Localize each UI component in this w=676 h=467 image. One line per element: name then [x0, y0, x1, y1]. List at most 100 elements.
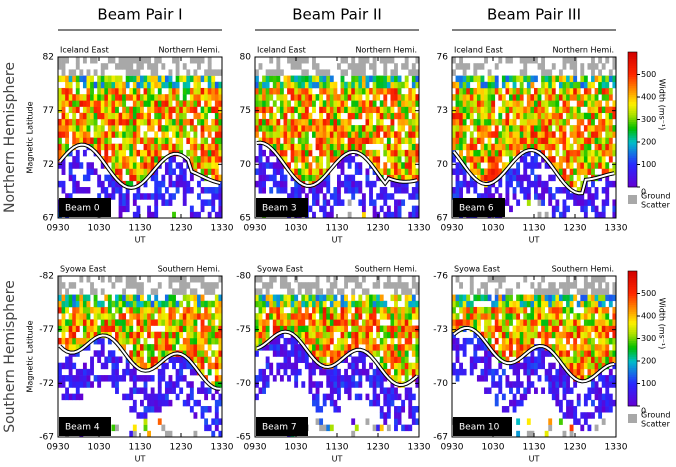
- echo-cell: [383, 57, 388, 64]
- echo-cell: [100, 362, 105, 370]
- echo-cell: [269, 87, 274, 95]
- echo-cell: [344, 174, 348, 182]
- echo-cell: [272, 294, 277, 302]
- echo-cell: [297, 368, 302, 376]
- echo-cell: [605, 288, 610, 295]
- echo-cell: [312, 118, 316, 126]
- echo-cell: [612, 100, 617, 107]
- echo-cell: [401, 344, 406, 351]
- echo-cell: [272, 325, 277, 333]
- echo-cell: [175, 94, 180, 101]
- echo-cell: [214, 106, 219, 114]
- echo-cell: [562, 325, 567, 333]
- echo-cell: [147, 162, 151, 169]
- echo-cell: [455, 112, 460, 120]
- echo-cell: [115, 331, 119, 339]
- echo-cell: [601, 187, 606, 194]
- echo-cell: [580, 193, 585, 200]
- echo-cell: [182, 356, 187, 363]
- echo-cell: [354, 168, 359, 175]
- echo-cell: [329, 143, 334, 151]
- echo-cell: [569, 412, 574, 419]
- echo-cell: [548, 69, 553, 76]
- echo-cell: [207, 300, 212, 308]
- echo-cell: [354, 187, 359, 194]
- echo-cell: [487, 131, 492, 138]
- echo-cell: [304, 282, 309, 289]
- echo-cell: [487, 306, 492, 314]
- echo-cell: [68, 106, 73, 114]
- echo-cell: [491, 193, 496, 200]
- echo-cell: [541, 112, 545, 120]
- colorbar-cell: [628, 340, 637, 344]
- echo-cell: [136, 350, 141, 357]
- echo-cell: [200, 156, 205, 163]
- echo-cell: [111, 193, 116, 200]
- echo-cell: [97, 143, 102, 151]
- echo-cell: [358, 131, 363, 138]
- echo-cell: [258, 143, 263, 151]
- echo-cell: [111, 100, 116, 107]
- echo-cell: [562, 143, 567, 151]
- echo-cell: [132, 100, 137, 107]
- echo-cell: [601, 325, 606, 333]
- echo-cell: [344, 331, 348, 339]
- echo-cell: [107, 118, 112, 126]
- echo-cell: [157, 143, 162, 151]
- echo-cell: [530, 381, 535, 388]
- x-tick-label: 1330: [408, 224, 431, 234]
- echo-cell: [605, 313, 610, 320]
- echo-cell: [573, 75, 578, 83]
- echo-cell: [494, 368, 499, 376]
- echo-cell: [161, 368, 166, 376]
- y-tick-label: -70: [433, 379, 448, 389]
- echo-cell: [200, 75, 205, 83]
- echo-cell: [361, 193, 366, 200]
- echo-cell: [537, 131, 542, 138]
- echo-cell: [537, 300, 542, 308]
- echo-cell: [452, 112, 456, 120]
- y-tick-label: -65: [236, 433, 251, 443]
- echo-cell: [501, 306, 506, 314]
- echo-cell: [125, 331, 130, 339]
- echo-cell: [290, 125, 295, 132]
- echo-cell: [107, 100, 112, 107]
- echo-cell: [512, 381, 517, 388]
- echo-cell: [297, 94, 302, 101]
- echo-cell: [598, 156, 603, 163]
- echo-cell: [136, 325, 141, 333]
- echo-cell: [333, 143, 338, 151]
- echo-cell: [58, 381, 62, 388]
- echo-cell: [290, 344, 295, 351]
- echo-cell: [566, 331, 570, 339]
- echo-cell: [347, 174, 352, 182]
- echo-cell: [541, 325, 545, 333]
- echo-cell: [365, 300, 370, 308]
- echo-cell: [61, 313, 66, 320]
- colorbar-cell: [628, 316, 637, 319]
- echo-cell: [297, 356, 302, 363]
- echo-cell: [587, 393, 592, 401]
- echo-cell: [397, 137, 402, 144]
- echo-cell: [319, 81, 324, 89]
- echo-cell: [455, 276, 460, 283]
- echo-cell: [132, 306, 137, 314]
- echo-cell: [143, 325, 148, 333]
- echo-cell: [494, 276, 499, 283]
- echo-cell: [462, 337, 467, 345]
- echo-cell: [473, 156, 478, 163]
- echo-cell: [255, 118, 259, 126]
- echo-cell: [361, 125, 366, 132]
- echo-cell: [594, 211, 599, 219]
- echo-cell: [186, 131, 191, 138]
- echo-cell: [65, 112, 69, 120]
- echo-cell: [207, 406, 212, 413]
- echo-cell: [530, 131, 535, 138]
- echo-cell: [304, 325, 309, 333]
- echo-cell: [573, 149, 578, 157]
- echo-cell: [541, 143, 545, 151]
- echo-cell: [462, 350, 467, 357]
- echo-cell: [107, 75, 112, 83]
- echo-cell: [354, 180, 359, 188]
- echo-cell: [372, 199, 377, 206]
